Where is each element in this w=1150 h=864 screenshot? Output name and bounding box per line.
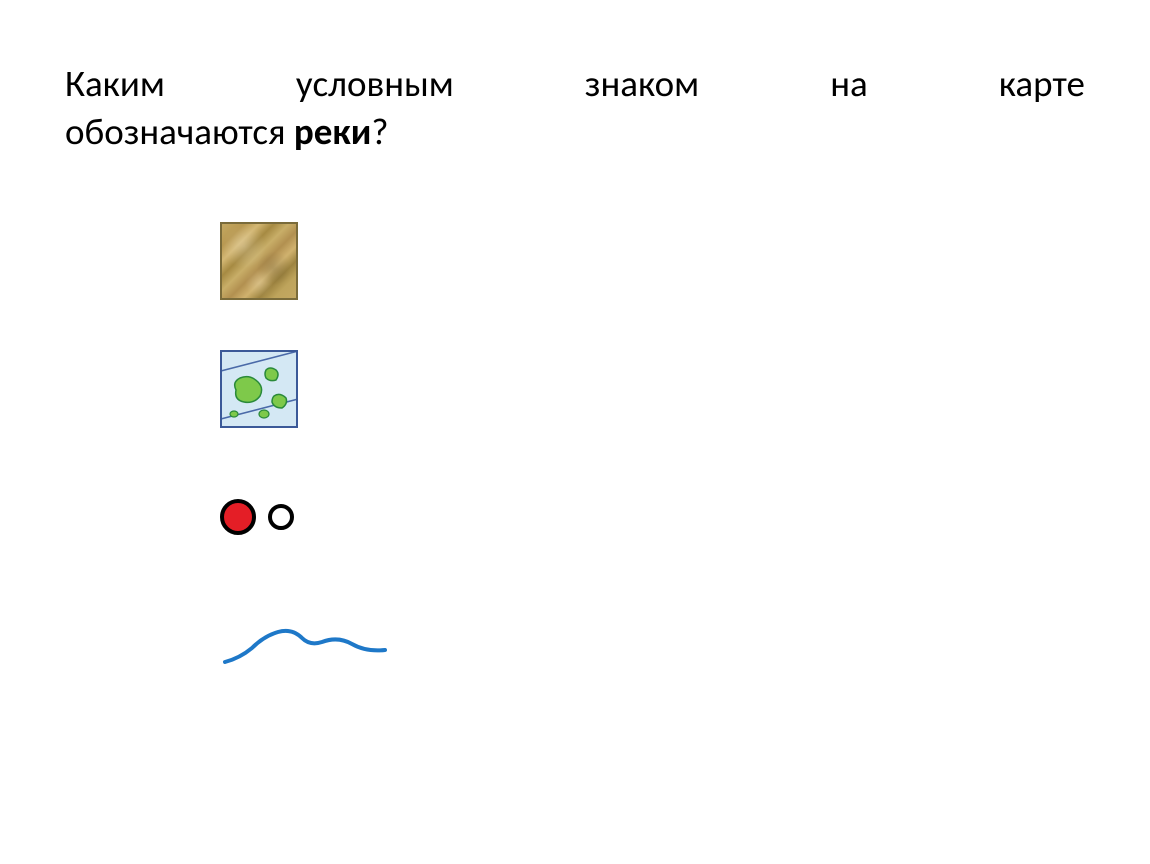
question-text: Каким условным знаком на карте обозначаю… — [65, 60, 1085, 156]
question-word: знаком — [585, 61, 699, 106]
empty-circle-icon — [268, 504, 294, 530]
city-markers-icon — [220, 499, 294, 535]
question-line2-prefix: обозначаются — [65, 109, 294, 154]
filled-circle-icon — [220, 499, 256, 535]
question-word: на — [830, 61, 868, 106]
option-city-markers[interactable] — [220, 477, 1085, 557]
option-islands[interactable] — [220, 349, 1085, 429]
islands-map-icon — [220, 350, 298, 428]
options-list — [220, 221, 1085, 685]
islands-svg — [222, 352, 296, 426]
question-word: Каким — [65, 61, 165, 106]
question-line2-suffix: ? — [371, 109, 388, 154]
option-terrain[interactable] — [220, 221, 1085, 301]
river-line-icon — [220, 620, 390, 670]
question-word: условным — [296, 61, 454, 106]
question-container: Каким условным знаком на карте обозначаю… — [0, 0, 1150, 685]
question-bold-word: реки — [294, 109, 371, 154]
terrain-swatch-icon — [220, 222, 298, 300]
question-word: карте — [999, 61, 1085, 106]
option-river[interactable] — [220, 605, 1085, 685]
